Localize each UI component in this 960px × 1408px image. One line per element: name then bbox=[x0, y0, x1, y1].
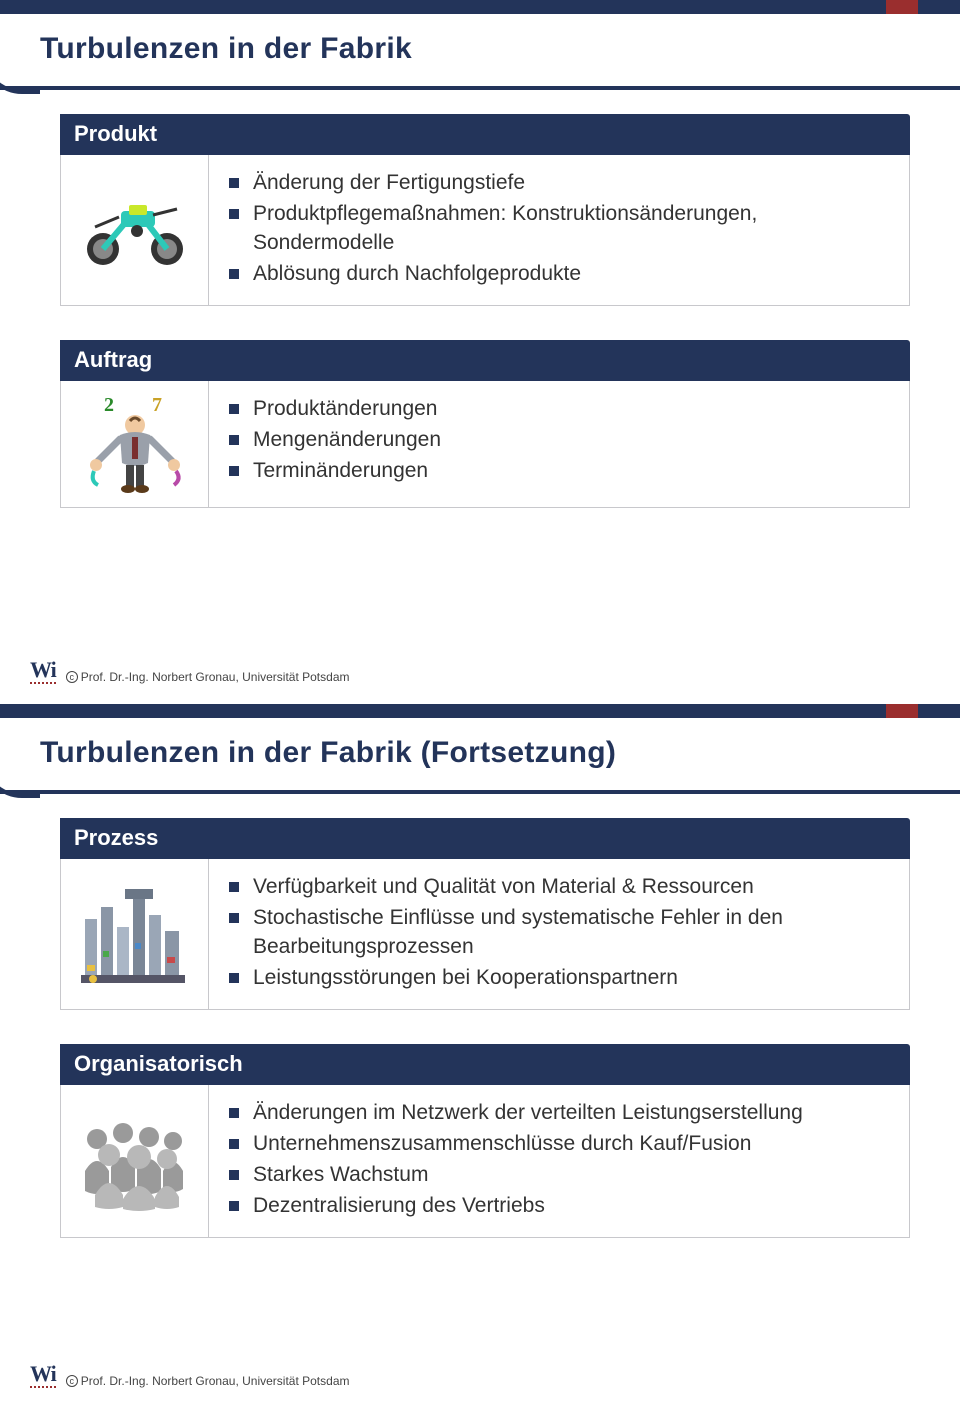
bullet-item: Produktänderungen bbox=[229, 395, 891, 424]
section-body: Änderung der Fertigungstiefe Produktpfle… bbox=[60, 155, 910, 306]
copyright-text: Prof. Dr.-Ing. Norbert Gronau, Universit… bbox=[81, 1374, 350, 1388]
crowd-icon bbox=[61, 1085, 209, 1237]
svg-text:2: 2 bbox=[104, 394, 114, 416]
slide-title: Turbulenzen in der Fabrik (Fortsetzung) bbox=[40, 736, 960, 770]
section-body: Änderungen im Netzwerk der verteilten Le… bbox=[60, 1085, 910, 1238]
bullet-item: Änderungen im Netzwerk der verteilten Le… bbox=[229, 1099, 891, 1128]
bullet-list: Produktänderungen Mengenänderungen Termi… bbox=[209, 381, 909, 507]
top-bar bbox=[0, 704, 960, 718]
bullet-item: Terminänderungen bbox=[229, 457, 891, 486]
bullet-list: Änderung der Fertigungstiefe Produktpfle… bbox=[209, 155, 909, 305]
section-produkt: Produkt bbox=[60, 114, 910, 306]
top-bar-accent bbox=[886, 0, 918, 14]
title-underline bbox=[0, 790, 960, 794]
section-organisatorisch: Organisatorisch bbox=[60, 1044, 910, 1238]
title-underline bbox=[0, 86, 960, 90]
section-auftrag: Auftrag 2 7 bbox=[60, 340, 910, 508]
bullet-item: Leistungsstörungen bei Kooperationspartn… bbox=[229, 964, 891, 993]
section-body: 2 7 bbox=[60, 381, 910, 508]
section-body: Verfügbarkeit und Qualität von Material … bbox=[60, 859, 910, 1010]
juggler-icon: 2 7 bbox=[61, 381, 209, 507]
slide-title: Turbulenzen in der Fabrik bbox=[40, 32, 960, 66]
section-header: Prozess bbox=[60, 818, 910, 859]
wi-logo: Wi bbox=[30, 1363, 56, 1388]
bullet-item: Dezentralisierung des Vertriebs bbox=[229, 1192, 891, 1221]
bullet-item: Unternehmenszusammenschlüsse durch Kauf/… bbox=[229, 1130, 891, 1159]
section-prozess: Prozess bbox=[60, 818, 910, 1010]
bullet-list: Verfügbarkeit und Qualität von Material … bbox=[209, 859, 909, 1009]
bullet-item: Starkes Wachstum bbox=[229, 1161, 891, 1190]
title-area: Turbulenzen in der Fabrik bbox=[0, 14, 960, 96]
copyright-symbol-icon: c bbox=[66, 671, 78, 683]
bullet-item: Verfügbarkeit und Qualität von Material … bbox=[229, 873, 891, 902]
title-area: Turbulenzen in der Fabrik (Fortsetzung) bbox=[0, 718, 960, 800]
slide-content: Produkt bbox=[0, 96, 960, 508]
top-bar-accent bbox=[886, 704, 918, 718]
bullet-item: Stochastische Einflüsse und systematisch… bbox=[229, 904, 891, 962]
bullet-item: Produktpflegemaßnahmen: Konstruktionsänd… bbox=[229, 200, 891, 258]
copyright: c Prof. Dr.-Ing. Norbert Gronau, Univers… bbox=[66, 1374, 350, 1388]
section-header: Auftrag bbox=[60, 340, 910, 381]
factory-icon bbox=[61, 859, 209, 1009]
section-header: Produkt bbox=[60, 114, 910, 155]
wi-logo: Wi bbox=[30, 659, 56, 684]
slide-2: Turbulenzen in der Fabrik (Fortsetzung) … bbox=[0, 704, 960, 1408]
slide-footer: Wi c Prof. Dr.-Ing. Norbert Gronau, Univ… bbox=[30, 1363, 350, 1388]
svg-text:7: 7 bbox=[152, 394, 162, 416]
slide-content: Prozess bbox=[0, 800, 960, 1238]
bullet-list: Änderungen im Netzwerk der verteilten Le… bbox=[209, 1085, 909, 1237]
bullet-item: Ablösung durch Nachfolgeprodukte bbox=[229, 260, 891, 289]
copyright-text: Prof. Dr.-Ing. Norbert Gronau, Universit… bbox=[81, 670, 350, 684]
bullet-item: Änderung der Fertigungstiefe bbox=[229, 169, 891, 198]
slide-1: Turbulenzen in der Fabrik Produkt bbox=[0, 0, 960, 704]
slide-footer: Wi c Prof. Dr.-Ing. Norbert Gronau, Univ… bbox=[30, 659, 350, 684]
copyright-symbol-icon: c bbox=[66, 1375, 78, 1387]
top-bar bbox=[0, 0, 960, 14]
bullet-item: Mengenänderungen bbox=[229, 426, 891, 455]
copyright: c Prof. Dr.-Ing. Norbert Gronau, Univers… bbox=[66, 670, 350, 684]
section-header: Organisatorisch bbox=[60, 1044, 910, 1085]
motorcycle-icon bbox=[61, 155, 209, 305]
